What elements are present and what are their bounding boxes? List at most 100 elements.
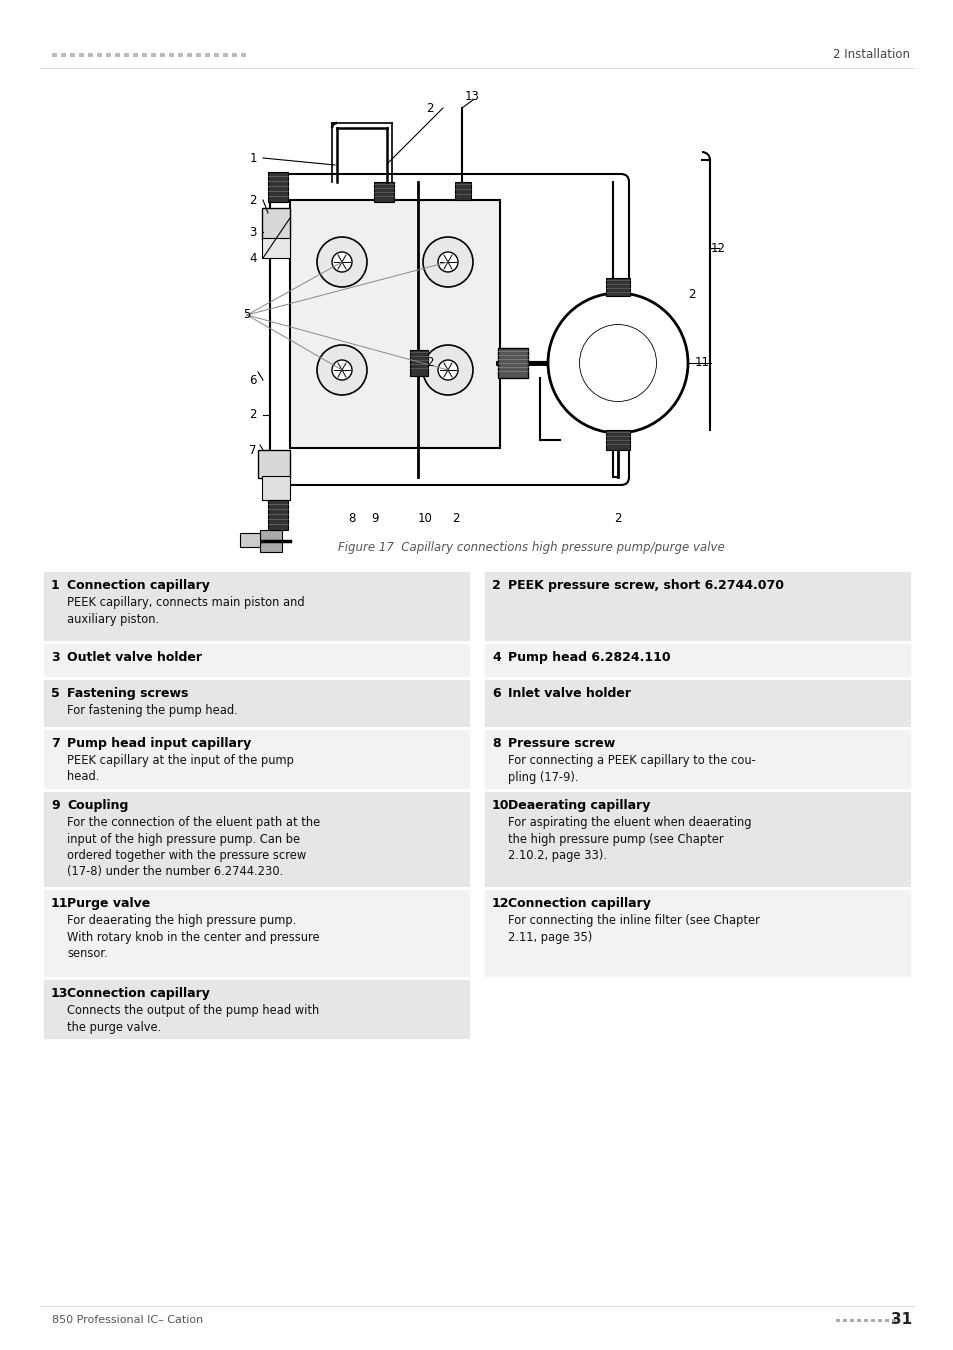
Circle shape: [332, 252, 352, 271]
Bar: [115, 53, 120, 57]
Bar: [213, 53, 219, 57]
Text: 8: 8: [348, 513, 355, 525]
Circle shape: [316, 238, 367, 288]
FancyBboxPatch shape: [262, 208, 290, 240]
Circle shape: [422, 346, 473, 396]
Bar: [842, 1319, 846, 1322]
Text: 2: 2: [249, 409, 256, 421]
Text: PEEK capillary, connects main piston and
auxiliary piston.: PEEK capillary, connects main piston and…: [67, 595, 304, 625]
Bar: [124, 53, 129, 57]
Text: 10: 10: [417, 513, 432, 525]
FancyBboxPatch shape: [42, 977, 471, 1040]
Bar: [151, 53, 156, 57]
FancyBboxPatch shape: [482, 570, 911, 643]
Text: 11: 11: [694, 356, 709, 370]
Bar: [79, 53, 84, 57]
Bar: [52, 53, 57, 57]
Bar: [70, 53, 75, 57]
FancyBboxPatch shape: [42, 888, 471, 977]
FancyBboxPatch shape: [268, 171, 288, 202]
FancyBboxPatch shape: [42, 678, 471, 728]
Text: For deaerating the high pressure pump.
With rotary knob in the center and pressu: For deaerating the high pressure pump. W…: [67, 914, 319, 960]
Circle shape: [591, 336, 644, 390]
Text: 31: 31: [890, 1312, 911, 1327]
FancyBboxPatch shape: [42, 790, 471, 888]
Text: 2: 2: [426, 356, 434, 370]
Text: For aspirating the eluent when deaerating
the high pressure pump (see Chapter
2.: For aspirating the eluent when deaeratin…: [507, 815, 751, 863]
Bar: [61, 53, 66, 57]
Text: Inlet valve holder: Inlet valve holder: [507, 687, 630, 701]
Text: 2: 2: [249, 193, 256, 207]
Bar: [195, 53, 201, 57]
Text: 3: 3: [51, 651, 59, 664]
Text: 7: 7: [249, 444, 256, 456]
Text: Capillary connections high pressure pump/purge valve: Capillary connections high pressure pump…: [390, 541, 724, 554]
Text: 12: 12: [710, 242, 724, 255]
Bar: [870, 1319, 874, 1322]
FancyBboxPatch shape: [605, 431, 629, 450]
Bar: [849, 1319, 853, 1322]
Text: Pressure screw: Pressure screw: [507, 737, 615, 751]
Circle shape: [437, 252, 457, 271]
Text: Connection capillary: Connection capillary: [507, 896, 650, 910]
Text: 10: 10: [492, 799, 509, 811]
Bar: [178, 53, 183, 57]
Bar: [169, 53, 173, 57]
Text: 13: 13: [51, 987, 69, 1000]
FancyBboxPatch shape: [262, 477, 290, 500]
Text: Pump head 6.2824.110: Pump head 6.2824.110: [507, 651, 670, 664]
Text: Outlet valve holder: Outlet valve holder: [67, 651, 202, 664]
Bar: [88, 53, 92, 57]
Text: 2: 2: [687, 289, 695, 301]
Text: 9: 9: [51, 799, 59, 811]
Bar: [205, 53, 210, 57]
Bar: [187, 53, 192, 57]
Circle shape: [578, 324, 656, 401]
FancyBboxPatch shape: [497, 348, 527, 378]
Text: PEEK pressure screw, short 6.2744.070: PEEK pressure screw, short 6.2744.070: [507, 579, 783, 593]
Text: For the connection of the eluent path at the
input of the high pressure pump. Ca: For the connection of the eluent path at…: [67, 815, 320, 879]
FancyBboxPatch shape: [410, 350, 428, 377]
Text: 11: 11: [51, 896, 69, 910]
FancyBboxPatch shape: [482, 678, 911, 728]
Text: Connection capillary: Connection capillary: [67, 987, 210, 1000]
FancyBboxPatch shape: [42, 643, 471, 678]
Text: 7: 7: [51, 737, 60, 751]
Text: 2: 2: [452, 513, 459, 525]
Text: Pump head input capillary: Pump head input capillary: [67, 737, 251, 751]
Bar: [877, 1319, 882, 1322]
Text: Deaerating capillary: Deaerating capillary: [507, 799, 650, 811]
Bar: [160, 53, 165, 57]
Bar: [884, 1319, 888, 1322]
FancyBboxPatch shape: [482, 790, 911, 888]
Bar: [232, 53, 236, 57]
Text: 5: 5: [243, 309, 251, 321]
FancyBboxPatch shape: [605, 278, 629, 296]
Circle shape: [332, 360, 352, 379]
Bar: [891, 1319, 895, 1322]
FancyBboxPatch shape: [290, 200, 499, 448]
Text: For connecting a PEEK capillary to the cou-
pling (17-9).: For connecting a PEEK capillary to the c…: [507, 755, 755, 783]
FancyBboxPatch shape: [257, 450, 290, 478]
Text: 12: 12: [492, 896, 509, 910]
Text: 2 Installation: 2 Installation: [832, 47, 909, 61]
Text: 2: 2: [614, 513, 621, 525]
Bar: [223, 53, 228, 57]
Text: PEEK capillary at the input of the pump
head.: PEEK capillary at the input of the pump …: [67, 755, 294, 783]
Circle shape: [316, 346, 367, 396]
Bar: [97, 53, 102, 57]
Text: 850 Professional IC– Cation: 850 Professional IC– Cation: [52, 1315, 203, 1324]
Text: 4: 4: [249, 251, 256, 265]
Text: 4: 4: [492, 651, 500, 664]
Text: 1: 1: [249, 151, 256, 165]
FancyBboxPatch shape: [270, 174, 628, 485]
Text: 5: 5: [51, 687, 60, 701]
Bar: [856, 1319, 861, 1322]
Text: Purge valve: Purge valve: [67, 896, 150, 910]
Bar: [863, 1319, 867, 1322]
Text: 3: 3: [249, 225, 256, 239]
Text: Connection capillary: Connection capillary: [67, 579, 210, 593]
Text: 9: 9: [371, 513, 378, 525]
Text: 2: 2: [492, 579, 500, 593]
Circle shape: [422, 238, 473, 288]
